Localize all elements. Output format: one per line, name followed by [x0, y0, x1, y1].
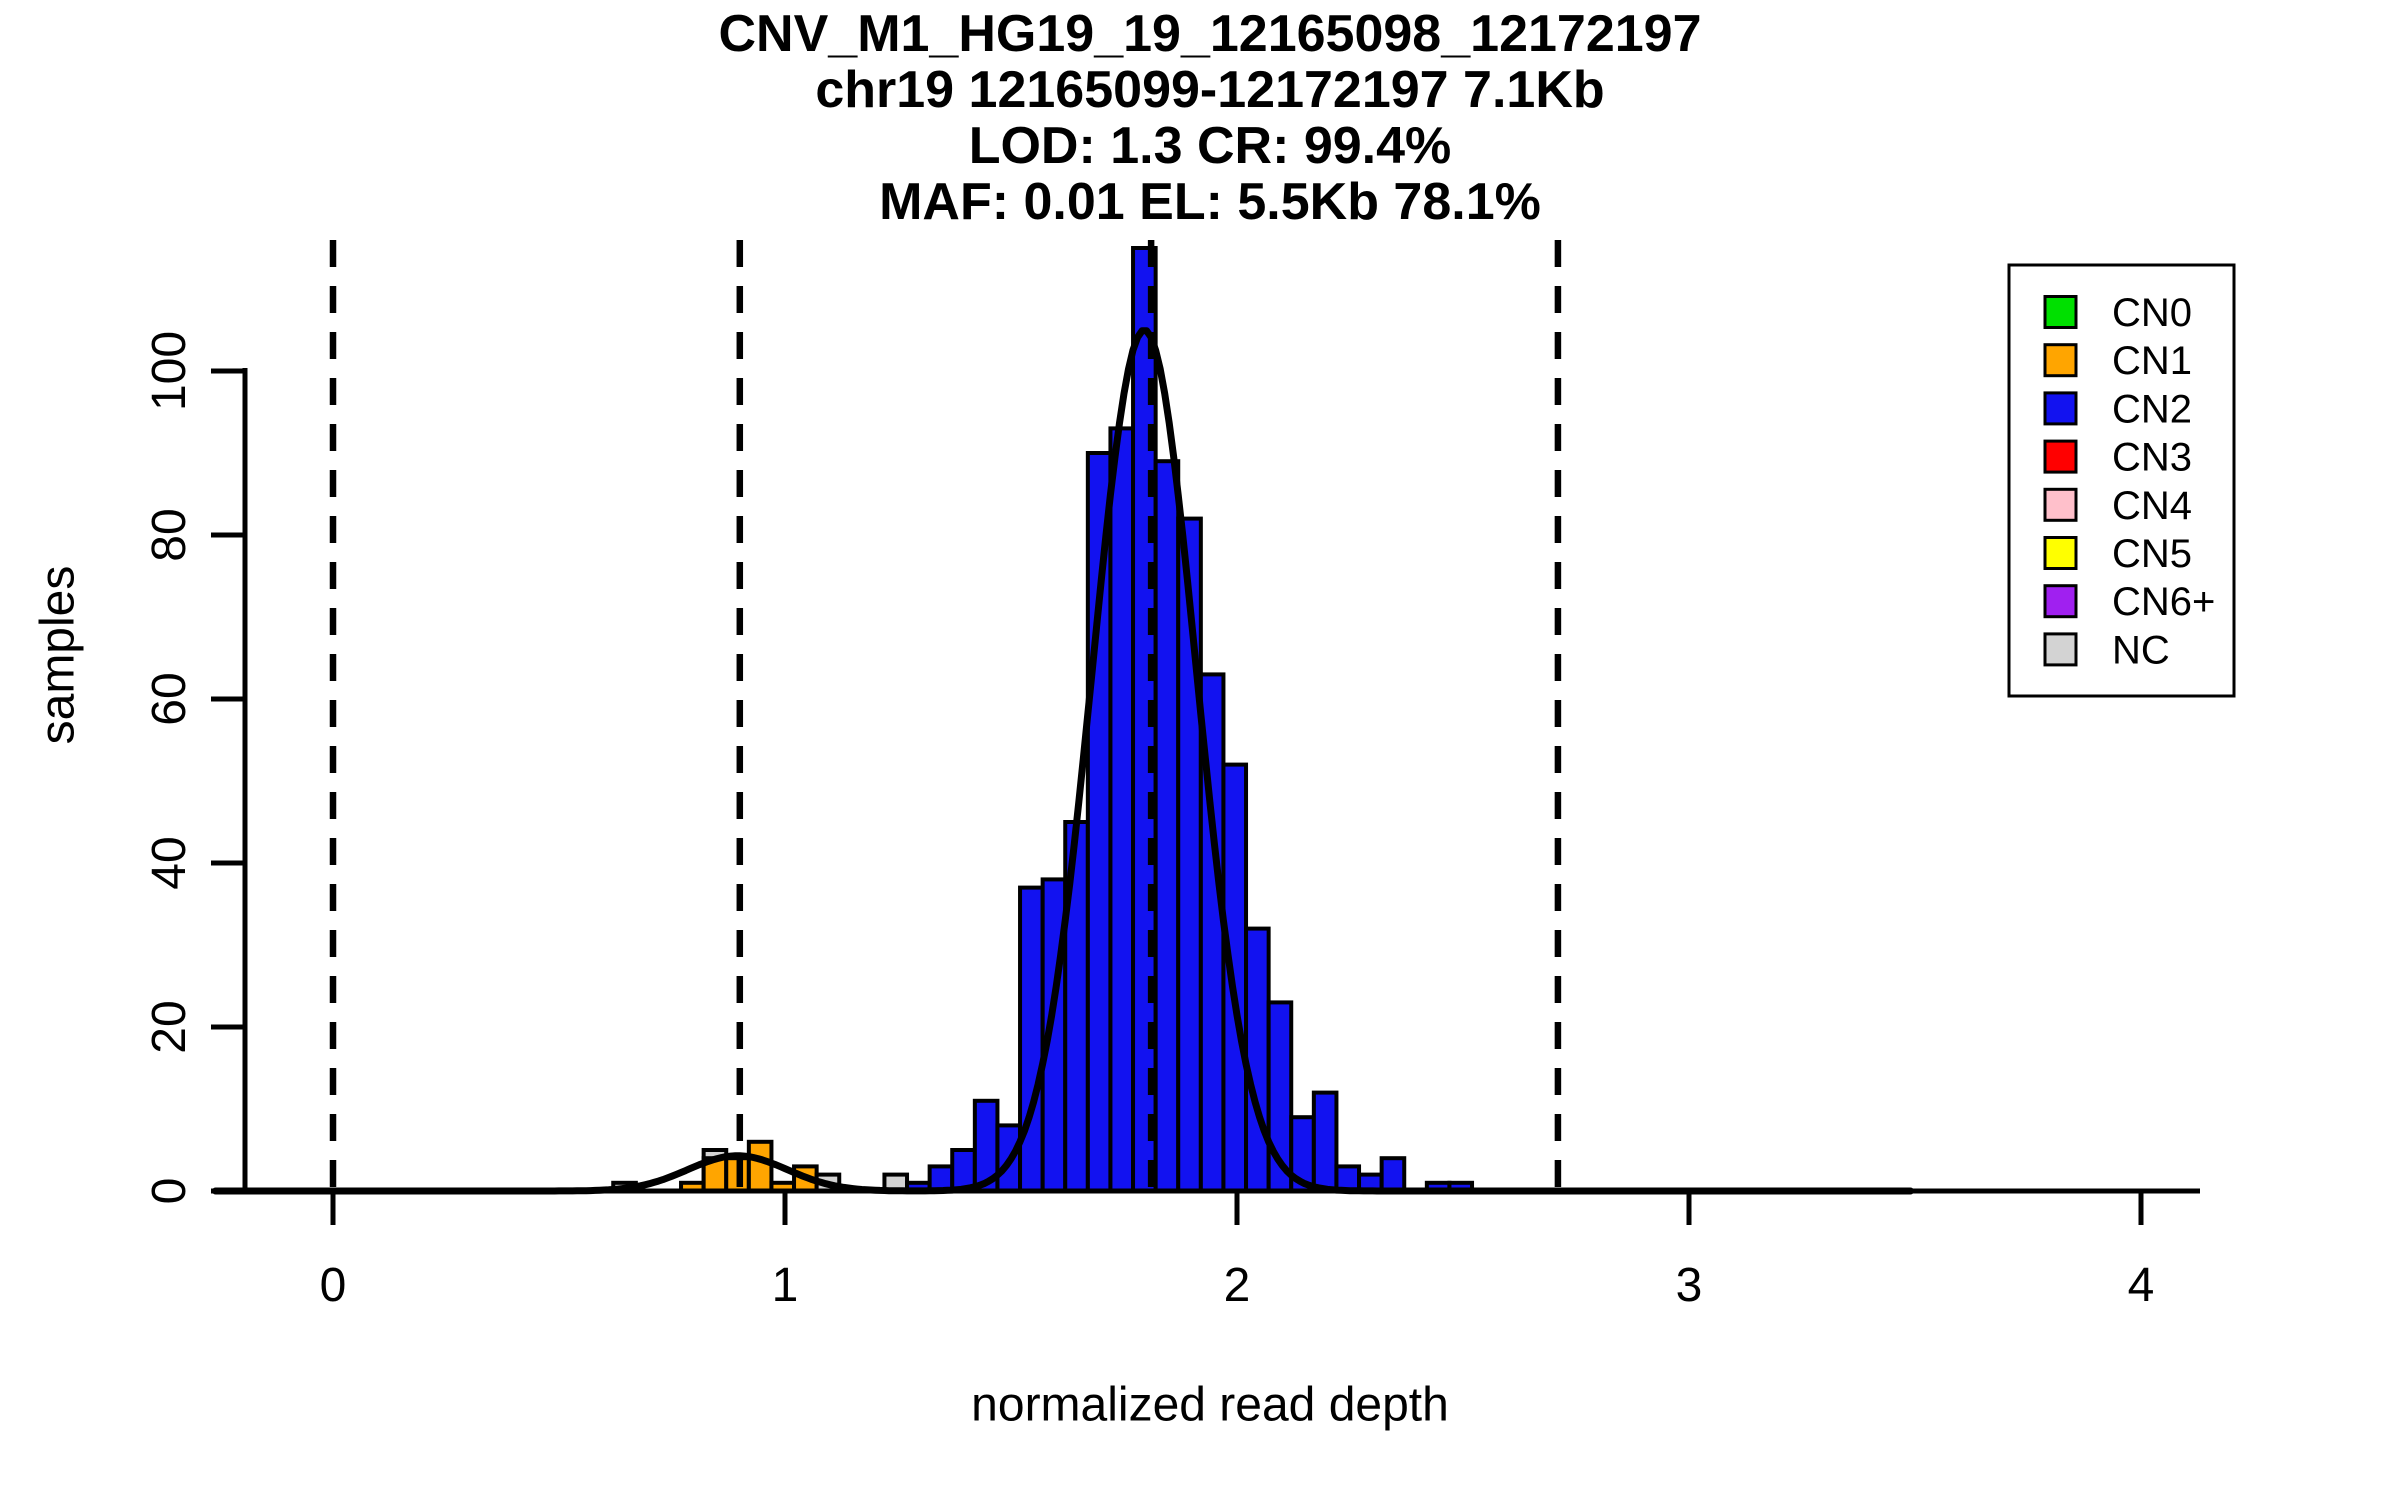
- legend-swatch-CN1: [2043, 343, 2078, 378]
- title-line-2: chr19 12165099-12172197 7.1Kb: [815, 61, 1605, 119]
- legend-swatch-CN0: [2043, 295, 2078, 329]
- histogram-bar-CN2: [1311, 1090, 1339, 1193]
- legend-swatch-NC: [2043, 632, 2078, 667]
- histogram-bar-CN2: [1379, 1156, 1407, 1193]
- x-tick-label: 0: [320, 1259, 347, 1312]
- y-tick-label: 100: [143, 331, 196, 411]
- legend-swatch-CN5: [2043, 536, 2078, 570]
- legend-label-NC: NC: [2112, 628, 2170, 672]
- histogram-bar-CN2: [1153, 459, 1181, 1193]
- histogram-bar-CN2: [1018, 885, 1045, 1193]
- x-tick-label: 3: [1676, 1259, 1703, 1312]
- legend-label-CN3: CN3: [2112, 436, 2192, 480]
- y-tick-label: 80: [143, 508, 196, 561]
- y-tick-label: 40: [143, 836, 196, 889]
- legend-label-CN6+: CN6+: [2112, 580, 2215, 624]
- chart-title: CNV_M1_HG19_19_12165098_12172197 chr19 1…: [718, 6, 1701, 230]
- y-tick-label: 0: [143, 1178, 196, 1205]
- legend-swatch-CN6+: [2043, 584, 2078, 619]
- legend-swatch-CN3: [2043, 439, 2078, 474]
- y-tick-label: 20: [143, 1000, 196, 1053]
- title-line-3: LOD: 1.3 CR: 99.4%: [968, 117, 1452, 175]
- legend-label-CN5: CN5: [2112, 532, 2192, 576]
- legend-swatch-CN4: [2043, 487, 2078, 522]
- y-tick-label: 60: [143, 672, 196, 725]
- legend-label-CN2: CN2: [2112, 387, 2192, 431]
- title-line-1: CNV_M1_HG19_19_12165098_12172197: [718, 5, 1702, 63]
- histogram-bar-CN2: [1244, 926, 1271, 1193]
- histogram-bar-CN2: [1085, 451, 1113, 1193]
- x-axis-label: normalized read depth: [971, 1378, 1449, 1432]
- legend-box: [2007, 263, 2236, 698]
- x-tick-label: 1: [772, 1259, 799, 1312]
- title-line-4: MAF: 0.01 EL: 5.5Kb 78.1%: [879, 173, 1541, 231]
- legend-label-CN1: CN1: [2112, 339, 2192, 383]
- histogram-bar-CN1: [746, 1139, 774, 1194]
- x-tick-label: 2: [1224, 1259, 1251, 1312]
- histogram-bar-CN2: [1108, 426, 1136, 1193]
- x-tick-label: 4: [2128, 1259, 2155, 1312]
- legend-label-CN4: CN4: [2112, 484, 2192, 528]
- legend-label-CN0: CN0: [2112, 291, 2192, 335]
- legend-swatch-CN2: [2043, 391, 2078, 426]
